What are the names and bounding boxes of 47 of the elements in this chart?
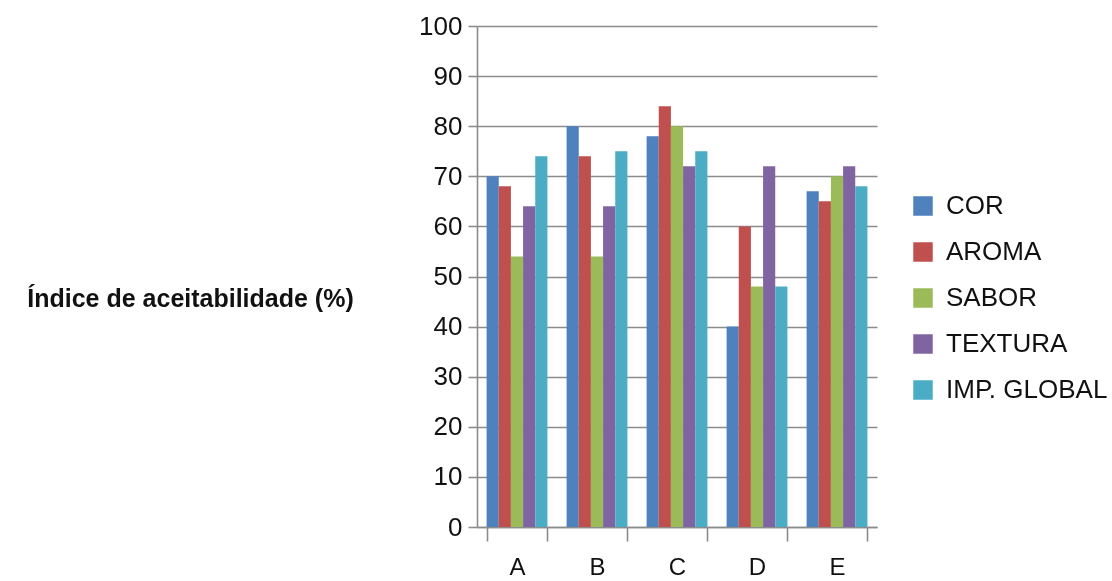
bar (830, 176, 844, 527)
y-tick-label: 20 (433, 411, 463, 442)
bar (738, 226, 751, 527)
bar (763, 166, 776, 527)
bar (695, 151, 708, 527)
y-tick-label: 30 (433, 361, 463, 392)
bar (806, 191, 819, 527)
bar (843, 166, 856, 527)
bar (615, 151, 628, 527)
y-tick-label: 40 (433, 311, 463, 342)
x-tick-label: D (748, 552, 767, 580)
y-tick-label: 0 (448, 511, 463, 542)
bar (750, 286, 764, 527)
legend-label: SABOR (946, 282, 1038, 312)
bar (590, 256, 604, 527)
legend-label: IMP. GLOBAL (946, 374, 1108, 404)
bar (658, 106, 671, 527)
bar (510, 256, 524, 527)
x-tick-label: A (509, 552, 526, 580)
legend-label: COR (946, 190, 1004, 220)
bar (486, 176, 499, 527)
bar (683, 166, 696, 527)
x-tick-label: B (589, 552, 606, 580)
x-tick-label: E (829, 552, 846, 580)
y-tick-label: 70 (433, 160, 463, 191)
legend-label: AROMA (946, 236, 1042, 266)
bar (775, 286, 788, 527)
y-tick-label: 10 (433, 461, 463, 492)
bar (603, 206, 616, 527)
bar (535, 156, 548, 527)
legend-label: TEXTURA (946, 328, 1068, 358)
y-tick-label: 80 (433, 110, 463, 141)
bar (818, 201, 831, 527)
bar (726, 326, 739, 527)
bar (670, 126, 684, 527)
y-axis-title: Índice de aceitabilidade (%) (27, 283, 354, 312)
y-tick-label: 50 (433, 261, 463, 291)
bar (855, 186, 868, 527)
bar (646, 136, 659, 527)
y-tick-label: 90 (433, 60, 463, 91)
bar (578, 156, 591, 527)
bar (523, 206, 536, 527)
bar (566, 126, 579, 527)
bar (498, 186, 511, 527)
x-tick-label: C (668, 552, 687, 580)
y-tick-label: 100 (419, 10, 463, 41)
y-tick-label: 60 (433, 210, 463, 241)
